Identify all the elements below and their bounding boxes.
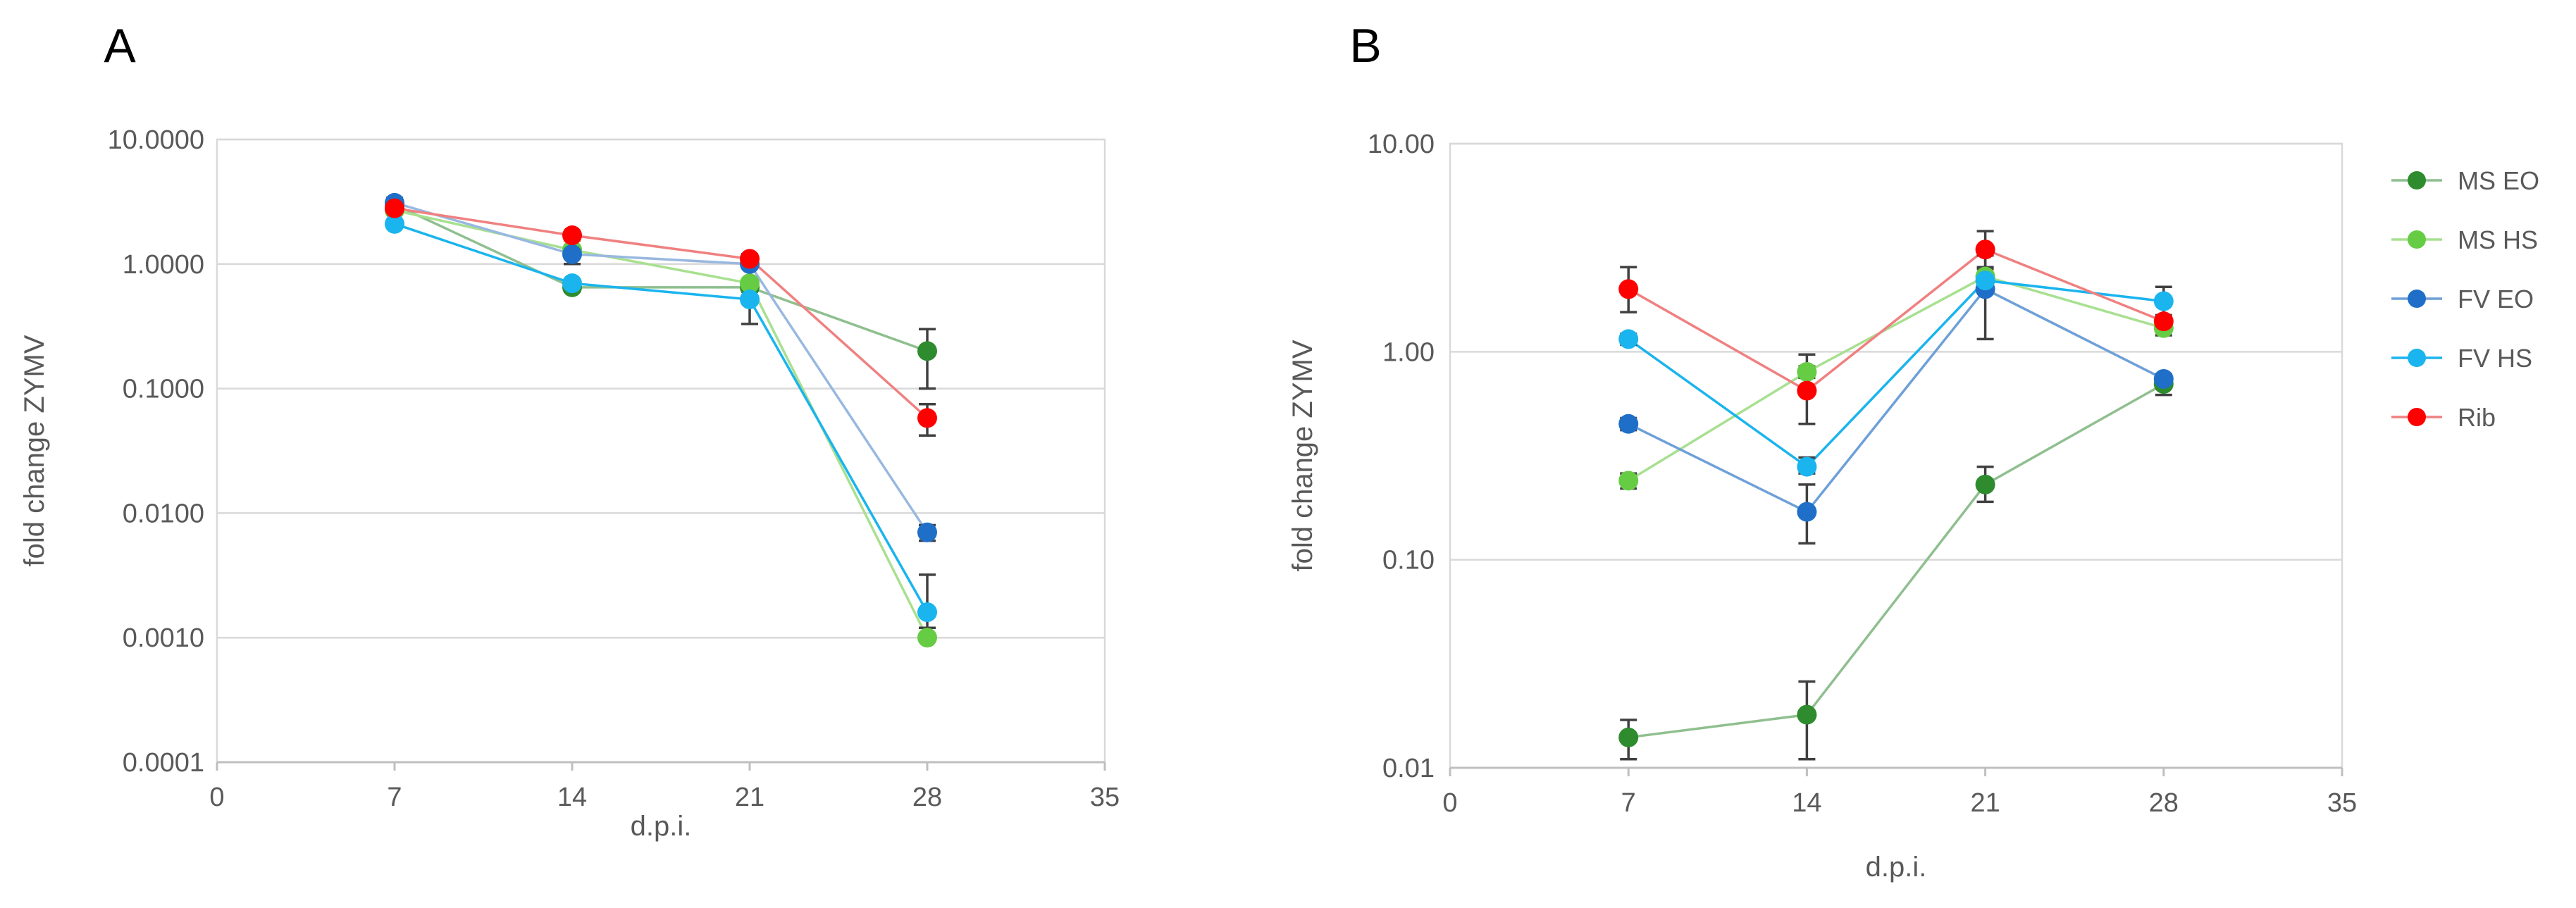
data-point-fv-eo	[1618, 413, 1639, 434]
y-axis-title: fold change ZYMV	[19, 335, 50, 566]
legend: MS EO MS HS FV EO FV HS Rib	[2391, 166, 2539, 432]
y-axis-title: fold change ZYMV	[1287, 340, 1318, 571]
data-point-fv-eo	[917, 522, 937, 542]
x-tick-label: 7	[387, 783, 402, 812]
series-line-rib	[1628, 248, 2165, 392]
panel-label: A	[104, 19, 136, 73]
y-tick-label: 0.0001	[123, 748, 204, 778]
series-line-fv-eo	[1628, 287, 2165, 514]
legend-marker	[2408, 290, 2426, 308]
x-tick-label: 21	[1970, 788, 2000, 818]
x-tick-label: 14	[1792, 788, 1821, 818]
plot-area	[216, 138, 1106, 764]
x-tick-label: 0	[209, 783, 224, 812]
panel-label: B	[1349, 19, 1381, 73]
legend-item-ms-eo: MS EO	[2391, 166, 2539, 195]
series-group	[385, 192, 937, 648]
data-point-fv-hs	[385, 213, 404, 234]
x-tick-label: 7	[1621, 788, 1636, 818]
data-point-fv-hs	[1618, 329, 1639, 349]
legend-marker	[2408, 171, 2426, 189]
data-point-rib	[2153, 311, 2174, 332]
y-tick-label: 1.00	[1382, 337, 1435, 367]
data-point-fv-eo	[562, 244, 582, 264]
x-tick-label: 35	[1090, 783, 1120, 812]
series-line-ms-eo	[1628, 383, 2165, 739]
data-point-rib	[562, 225, 582, 246]
legend-item-fv-eo: FV EO	[2391, 285, 2534, 313]
data-point-ms-hs	[1618, 471, 1639, 491]
legend-item-fv-hs: FV HS	[2391, 344, 2532, 373]
series-line-rib	[394, 206, 929, 419]
data-point-ms-hs	[1797, 361, 1817, 382]
data-point-ms-eo	[1797, 704, 1817, 725]
data-point-ms-eo	[1618, 727, 1639, 747]
data-point-fv-hs	[917, 602, 937, 623]
data-point-ms-hs	[917, 628, 937, 648]
legend-label: FV EO	[2458, 285, 2534, 313]
x-tick-label: 14	[557, 783, 587, 812]
series-line-ms-eo	[394, 203, 928, 353]
x-axis-title: d.p.i.	[631, 811, 692, 842]
data-point-ms-hs	[740, 273, 760, 294]
legend-marker	[2408, 230, 2426, 249]
y-tick-label: 0.1000	[123, 375, 204, 404]
data-point-rib	[1618, 279, 1639, 299]
plot-area	[1449, 142, 2343, 769]
series-line-fv-hs	[394, 223, 929, 613]
series-line-fv-hs	[1628, 279, 2165, 468]
legend-label: Rib	[2458, 403, 2496, 432]
y-tick-label: 0.01	[1382, 754, 1435, 783]
data-point-fv-hs	[1975, 270, 1995, 291]
legend-label: FV HS	[2458, 344, 2532, 373]
series-line-ms-hs	[1628, 275, 2165, 482]
y-tick-label: 0.0010	[123, 623, 204, 653]
y-tick-label: 0.0100	[123, 499, 204, 528]
data-point-rib	[740, 249, 760, 269]
data-point-rib	[1797, 380, 1817, 401]
series-line-ms-hs	[394, 209, 929, 638]
chart-panel-b: B 0.01 0.10 1.00 10.00 0 7 14 21 28 35 d.p.i. fold c…	[1287, 19, 2539, 883]
x-tick-label: 28	[2149, 788, 2179, 818]
y-tick-label: 10.00	[1368, 130, 1435, 159]
legend-label: MS HS	[2458, 225, 2538, 254]
data-point-fv-hs	[1797, 456, 1817, 477]
data-point-fv-eo	[1797, 502, 1817, 522]
y-tick-label: 1.0000	[123, 250, 204, 280]
data-point-fv-hs	[562, 273, 582, 294]
legend-item-ms-hs: MS HS	[2391, 225, 2538, 254]
y-tick-label: 10.0000	[108, 125, 204, 155]
data-point-rib	[1975, 240, 1995, 260]
legend-marker	[2408, 408, 2426, 426]
legend-item-rib: Rib	[2391, 403, 2496, 432]
legend-marker	[2408, 349, 2426, 367]
y-tick-label: 0.10	[1382, 546, 1435, 576]
data-point-fv-hs	[2153, 291, 2174, 311]
x-tick-label: 28	[912, 783, 942, 812]
data-point-rib	[917, 408, 937, 428]
x-tick-label: 0	[1442, 788, 1457, 818]
legend-label: MS EO	[2458, 166, 2539, 195]
chart-panel-a: A 0.0001 0.0010 0.0100 0.1000 1.0000 10.0000 0 7…	[19, 19, 1120, 842]
data-point-ms-eo	[1975, 474, 1995, 495]
data-point-ms-eo	[917, 341, 937, 361]
series-line-fv-eo	[394, 201, 929, 533]
x-axis-title: d.p.i.	[1866, 852, 1927, 883]
series-group	[1618, 230, 2174, 761]
x-tick-label: 21	[735, 783, 764, 812]
data-point-fv-eo	[2153, 368, 2174, 389]
x-tick-label: 35	[2327, 788, 2357, 818]
data-point-rib	[385, 198, 404, 218]
data-point-fv-hs	[740, 290, 760, 310]
